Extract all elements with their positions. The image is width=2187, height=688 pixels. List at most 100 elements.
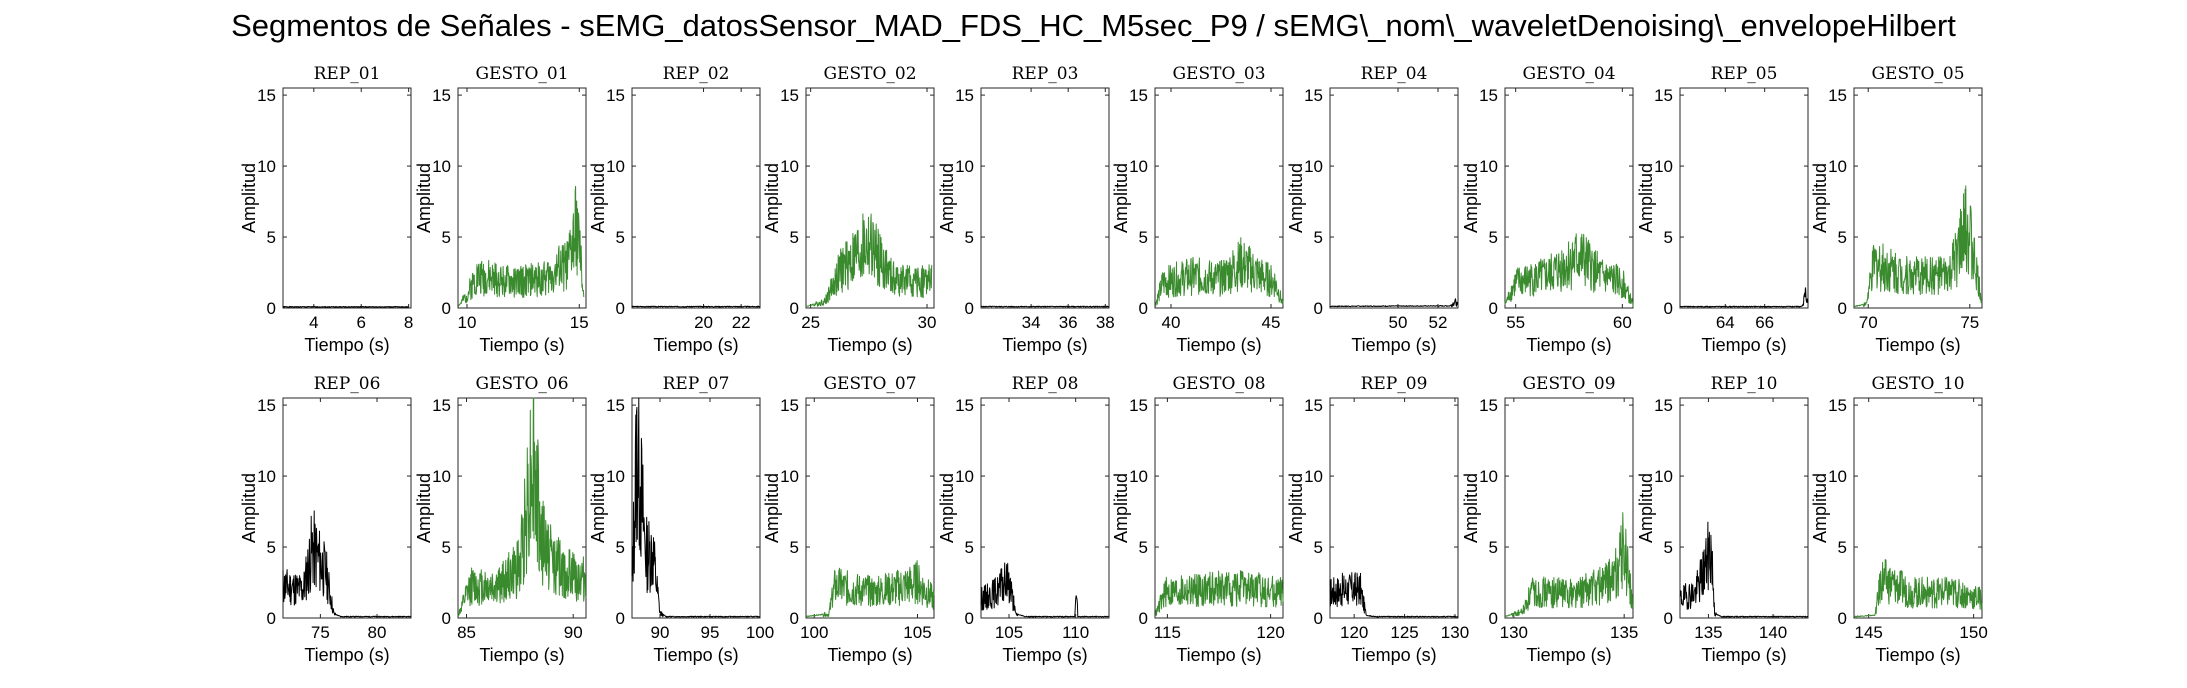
y-tick-label: 0 (1838, 609, 1847, 628)
x-axis-label: Tiempo (s) (479, 335, 564, 355)
axes-box (980, 87, 1110, 309)
y-tick-label: 10 (1479, 157, 1498, 176)
subplot-title: GESTO_01 (475, 64, 568, 84)
y-tick-label: 5 (1314, 228, 1323, 247)
subplot-title: REP_06 (314, 374, 381, 394)
axes-box (282, 87, 412, 309)
x-tick-label: 75 (311, 623, 330, 642)
subplot-gesto-04: 0 5 10 15 55 60 GESTO_04 Tiempo (s) Amplitud (1461, 64, 1634, 355)
y-tick-label: 15 (257, 86, 276, 105)
y-axis-label: Amplitud (1286, 163, 1306, 233)
y-tick-label: 0 (442, 609, 451, 628)
subplot-rep-03: 0 5 10 15 34 36 38 REP_03 Tiempo (s) Amplitud (937, 64, 1115, 355)
y-tick-label: 10 (1479, 467, 1498, 486)
axes-box (282, 397, 412, 619)
y-tick-label: 0 (965, 609, 974, 628)
x-tick-label: 6 (356, 313, 365, 332)
subplot-title: GESTO_04 (1522, 64, 1615, 84)
y-tick-label: 0 (790, 299, 799, 318)
x-axis-label: Tiempo (s) (1176, 645, 1261, 665)
y-tick-label: 5 (616, 538, 625, 557)
y-axis-label: Amplitud (1810, 473, 1830, 543)
y-tick-label: 15 (606, 86, 625, 105)
x-tick-label: 34 (1022, 313, 1041, 332)
axes-box (1679, 87, 1809, 309)
y-tick-label: 15 (1828, 396, 1847, 415)
x-tick-label: 70 (1859, 313, 1878, 332)
x-axis-label: Tiempo (s) (653, 645, 738, 665)
y-tick-label: 15 (432, 396, 451, 415)
y-tick-label: 15 (955, 396, 974, 415)
y-axis-label: Amplitud (1111, 163, 1131, 233)
y-tick-label: 5 (442, 228, 451, 247)
y-tick-label: 10 (955, 467, 974, 486)
y-tick-label: 10 (1129, 157, 1148, 176)
subplot-gesto-02: 0 5 10 15 25 30 GESTO_02 Tiempo (s) Amplitud (762, 64, 936, 355)
x-tick-label: 66 (1755, 313, 1774, 332)
y-tick-label: 5 (442, 538, 451, 557)
x-axis-label: Tiempo (s) (1351, 335, 1436, 355)
x-axis-label: Tiempo (s) (1526, 645, 1611, 665)
signal-line (1329, 298, 1459, 308)
subplot-title: REP_01 (314, 64, 381, 84)
x-axis-label: Tiempo (s) (1002, 645, 1087, 665)
y-axis-label: Amplitud (762, 163, 782, 233)
x-axis-label: Tiempo (s) (1701, 645, 1786, 665)
y-tick-label: 10 (432, 467, 451, 486)
y-tick-label: 5 (1314, 538, 1323, 557)
subplot-title: GESTO_05 (1871, 64, 1964, 84)
x-tick-label: 145 (1855, 623, 1883, 642)
x-tick-label: 45 (1262, 313, 1281, 332)
y-tick-label: 15 (1828, 86, 1847, 105)
signal-line (1329, 572, 1459, 618)
x-tick-label: 115 (1154, 623, 1181, 642)
x-tick-label: 15 (570, 313, 589, 332)
x-axis-label: Tiempo (s) (1875, 335, 1960, 355)
y-tick-label: 5 (267, 538, 276, 557)
y-tick-label: 5 (1664, 228, 1673, 247)
y-tick-label: 10 (606, 467, 625, 486)
x-tick-label: 85 (457, 623, 476, 642)
x-tick-label: 64 (1716, 313, 1735, 332)
y-tick-label: 15 (257, 396, 276, 415)
subplot-title: GESTO_08 (1172, 374, 1265, 394)
subplot-rep-09: 0 5 10 15 120 125 130 REP_09 Tiempo (s) Amplitud (1286, 374, 1469, 665)
y-tick-label: 15 (1304, 86, 1323, 105)
x-tick-label: 75 (1960, 313, 1979, 332)
y-axis-label: Amplitud (1111, 473, 1131, 543)
x-tick-label: 105 (903, 623, 931, 642)
y-tick-label: 0 (1838, 299, 1847, 318)
signal-line (631, 397, 761, 618)
x-axis-label: Tiempo (s) (304, 645, 389, 665)
y-tick-label: 10 (780, 157, 799, 176)
x-tick-label: 135 (1610, 623, 1638, 642)
x-axis-label: Tiempo (s) (1176, 335, 1261, 355)
y-tick-label: 15 (432, 86, 451, 105)
x-tick-label: 120 (1340, 623, 1368, 642)
x-tick-label: 30 (918, 313, 937, 332)
x-tick-label: 80 (368, 623, 387, 642)
x-tick-label: 100 (746, 623, 774, 642)
axes-box (805, 87, 935, 309)
subplot-title: REP_09 (1361, 374, 1428, 394)
y-tick-label: 15 (1479, 396, 1498, 415)
y-axis-label: Amplitud (1461, 473, 1481, 543)
x-tick-label: 130 (1500, 623, 1528, 642)
y-tick-label: 15 (606, 396, 625, 415)
subplot-title: REP_02 (663, 64, 730, 84)
y-tick-label: 15 (955, 86, 974, 105)
y-tick-label: 10 (1304, 157, 1323, 176)
x-axis-label: Tiempo (s) (479, 645, 564, 665)
y-tick-label: 10 (1654, 467, 1673, 486)
y-axis-label: Amplitud (937, 473, 957, 543)
y-tick-label: 0 (1664, 609, 1673, 628)
x-tick-label: 90 (564, 623, 583, 642)
x-tick-label: 20 (694, 313, 713, 332)
subplot-gesto-07: 0 5 10 15 100 105 GESTO_07 Tiempo (s) Amplitud (762, 374, 935, 665)
y-axis-label: Amplitud (1461, 163, 1481, 233)
signal-line (1154, 570, 1284, 616)
signal-line (282, 510, 412, 618)
y-tick-label: 5 (267, 228, 276, 247)
x-tick-label: 40 (1162, 313, 1181, 332)
axes-box (1329, 87, 1459, 309)
